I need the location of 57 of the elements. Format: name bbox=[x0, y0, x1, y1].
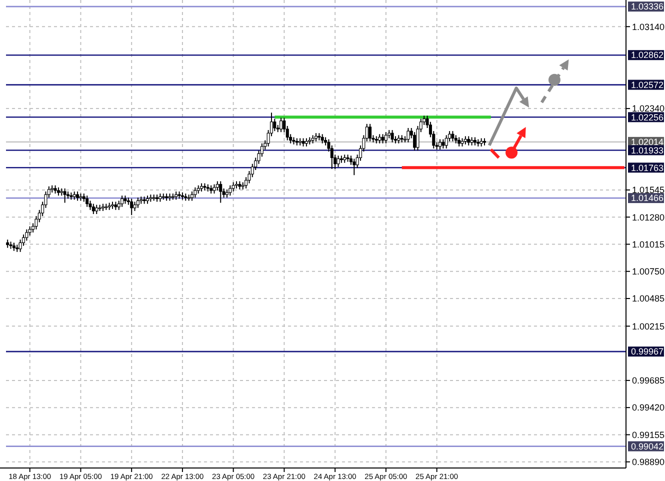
candlestick bbox=[451, 130, 454, 142]
ref-line-label: 1.01466 bbox=[631, 193, 664, 204]
y-tick-label: 1.00485 bbox=[632, 294, 665, 304]
candlestick bbox=[95, 204, 98, 215]
candlestick bbox=[442, 138, 445, 149]
candlestick bbox=[381, 134, 384, 144]
ref-line-label: 1.02256 bbox=[631, 112, 664, 122]
candlestick bbox=[273, 118, 276, 132]
ref-line-label: 1.01763 bbox=[631, 162, 664, 173]
candlestick bbox=[120, 195, 124, 208]
candlestick bbox=[280, 117, 283, 133]
candlestick bbox=[216, 180, 219, 191]
candlestick bbox=[368, 123, 372, 142]
y-tick-label: 1.01280 bbox=[632, 212, 665, 222]
ref-line-label: 1.02014 bbox=[631, 137, 664, 148]
candlestick bbox=[76, 191, 80, 202]
candlestick bbox=[92, 203, 95, 215]
y-tick-label: 0.99420 bbox=[632, 402, 665, 413]
y-tick-label: 0.99685 bbox=[632, 376, 665, 386]
candlestick bbox=[438, 138, 442, 150]
ref-line-label: 1.02572 bbox=[631, 80, 664, 90]
y-tick-label: 1.01545 bbox=[632, 185, 665, 196]
candlestick bbox=[390, 130, 394, 143]
y-tick-label: 1.01015 bbox=[632, 239, 665, 250]
ref-line-label: 0.99967 bbox=[631, 346, 664, 357]
candlestick bbox=[86, 195, 89, 208]
candlestick bbox=[406, 128, 410, 143]
candlestick bbox=[384, 132, 388, 144]
y-tick-label: 0.98890 bbox=[632, 457, 665, 468]
ref-line-label: 0.99042 bbox=[631, 441, 664, 452]
candlestick bbox=[212, 184, 216, 194]
candlestick bbox=[458, 136, 461, 147]
candlestick bbox=[352, 158, 356, 176]
candlestick bbox=[336, 155, 340, 168]
y-tick-label: 1.02340 bbox=[632, 104, 665, 114]
candlestick bbox=[444, 134, 448, 149]
ref-line-label: 1.03336 bbox=[631, 2, 664, 12]
candlestick bbox=[232, 182, 235, 192]
y-tick-label: 1.00750 bbox=[632, 266, 665, 277]
ref-line-label: 1.01933 bbox=[631, 145, 664, 156]
candlestick bbox=[136, 197, 140, 208]
candlestick bbox=[378, 134, 382, 144]
candlestick bbox=[63, 188, 66, 204]
candlestick bbox=[190, 191, 194, 202]
y-tick-label: 0.99155 bbox=[632, 430, 665, 440]
y-tick-label: 1.03140 bbox=[632, 22, 665, 32]
candlestick bbox=[320, 134, 324, 144]
candlestick bbox=[133, 201, 136, 212]
ref-line-label: 1.02862 bbox=[631, 50, 664, 60]
candlestick bbox=[467, 136, 470, 146]
y-tick-label: 1.00215 bbox=[632, 321, 665, 332]
candlestick bbox=[219, 180, 222, 204]
candlestick bbox=[228, 184, 232, 196]
candlestick bbox=[413, 132, 416, 152]
candlestick bbox=[28, 226, 32, 236]
candlestick bbox=[194, 186, 197, 198]
candlestick bbox=[130, 198, 134, 216]
